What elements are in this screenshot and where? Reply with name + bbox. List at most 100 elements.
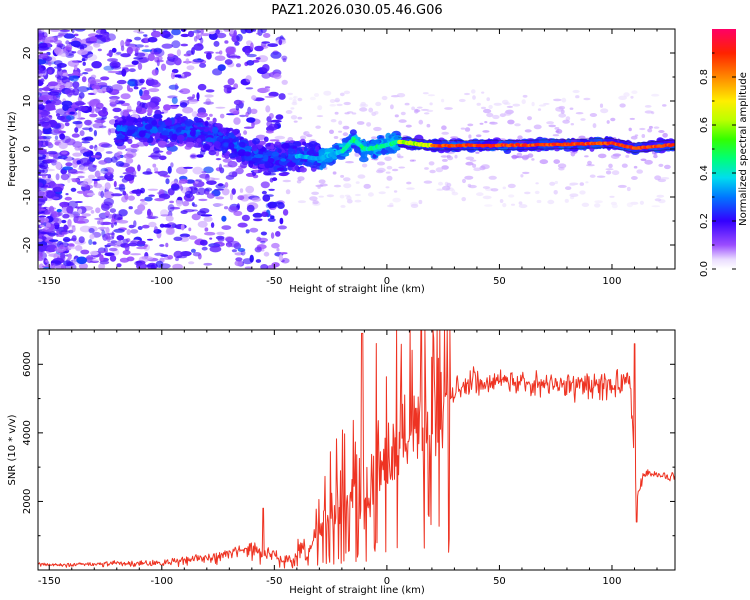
spectrogram-noise-blob bbox=[241, 214, 250, 222]
spectrogram-noise-blob bbox=[618, 95, 627, 101]
spectrogram-noise-blob bbox=[354, 193, 361, 197]
spectrogram-noise-blob bbox=[234, 41, 240, 46]
spectrogram-noise-blob bbox=[42, 265, 51, 268]
spectrogram-noise-blob bbox=[113, 180, 117, 188]
spectrogram-noise-blob bbox=[572, 89, 580, 94]
spectrogram-noise-blob bbox=[75, 245, 83, 252]
spectrogram-noise-blob bbox=[339, 194, 345, 199]
spectrogram-noise-blob bbox=[193, 187, 198, 191]
spectrogram-band-blob bbox=[177, 134, 185, 142]
spectrogram-noise-blob bbox=[555, 130, 560, 133]
spectrogram-noise-blob bbox=[246, 53, 257, 58]
spectrogram-band-blob bbox=[304, 161, 312, 167]
spectrogram-noise-blob bbox=[103, 191, 115, 199]
spectrogram-noise-blob bbox=[176, 199, 183, 207]
spectrogram-noise-blob bbox=[100, 143, 113, 148]
spectrogram-noise-blob bbox=[88, 239, 93, 245]
spectrogram-noise-blob bbox=[38, 129, 43, 137]
spectrogram-noise-blob bbox=[77, 73, 83, 76]
spectrogram-noise-blob bbox=[128, 206, 133, 210]
spectrogram-noise-blob bbox=[257, 55, 269, 63]
spectrogram-noise-blob bbox=[468, 184, 477, 189]
spectrogram-band-blob bbox=[274, 141, 282, 147]
spectrogram-noise-blob bbox=[95, 207, 101, 214]
spectrogram-noise-blob bbox=[428, 161, 435, 166]
spectrogram-noise-blob bbox=[105, 226, 110, 234]
spectrogram-noise-blob bbox=[104, 182, 111, 190]
spectrogram-noise-blob bbox=[82, 61, 86, 66]
spectrogram-noise-blob bbox=[265, 130, 274, 134]
spectrogram-noise-blob bbox=[393, 190, 398, 193]
spectrogram-noise-blob bbox=[275, 231, 281, 237]
spectrogram-noise-blob bbox=[160, 63, 167, 71]
spectrogram-noise-blob bbox=[424, 167, 429, 170]
spectrogram-noise-blob bbox=[146, 238, 154, 241]
spectrogram-noise-blob bbox=[185, 58, 190, 65]
spectrogram-noise-blob bbox=[538, 104, 547, 107]
spectrogram-noise-blob bbox=[89, 145, 94, 150]
spectrogram-noise-blob bbox=[48, 115, 53, 118]
spectrogram-band-blob bbox=[154, 132, 161, 140]
spectrogram-noise-blob bbox=[569, 107, 574, 110]
spectrogram-noise-blob bbox=[41, 149, 48, 152]
spectrogram-noise-blob bbox=[316, 115, 324, 118]
spectrogram-noise-blob bbox=[110, 156, 118, 163]
spectrogram-noise-blob bbox=[111, 47, 117, 53]
spectrogram-noise-blob bbox=[385, 186, 390, 189]
spectrogram-noise-blob bbox=[78, 262, 88, 269]
spectrogram-noise-blob bbox=[66, 115, 75, 121]
spectrogram-noise-blob bbox=[237, 195, 245, 201]
spectrogram-noise-blob bbox=[426, 109, 434, 113]
spectrogram-noise-blob bbox=[276, 247, 280, 252]
spectrogram-noise-blob bbox=[429, 169, 436, 174]
spectrogram-noise-blob bbox=[177, 196, 183, 202]
spectrogram-noise-blob bbox=[59, 244, 64, 250]
spectrogram-noise-blob bbox=[475, 134, 482, 138]
spectrogram-noise-blob bbox=[58, 130, 66, 134]
spectrogram-noise-blob bbox=[122, 190, 127, 196]
spectrogram-band-blob bbox=[196, 126, 206, 130]
spectrogram-noise-blob bbox=[82, 151, 92, 157]
spectrogram-noise-blob bbox=[171, 96, 178, 104]
spectrogram-noise-blob bbox=[636, 169, 643, 174]
spectrogram-noise-blob bbox=[48, 205, 55, 213]
spectrogram-band-blob bbox=[122, 110, 130, 117]
spectrogram-noise-blob bbox=[141, 87, 147, 90]
spectrogram-noise-blob bbox=[188, 235, 198, 240]
spectrogram-band-blob bbox=[308, 141, 318, 148]
spectrogram-noise-blob bbox=[206, 180, 217, 186]
spectrogram-noise-blob bbox=[621, 163, 628, 168]
spectrogram-noise-blob bbox=[136, 246, 148, 250]
snr-series-line bbox=[38, 330, 675, 569]
spectrogram-noise-blob bbox=[392, 197, 401, 203]
spectrogram-noise-blob bbox=[315, 125, 321, 129]
spectrogram-noise-blob bbox=[555, 106, 564, 112]
spectrogram-noise-blob bbox=[65, 162, 73, 167]
spectrogram-band-blob bbox=[251, 157, 261, 163]
spectrogram-noise-blob bbox=[342, 125, 350, 130]
spectrogram-noise-blob bbox=[297, 200, 307, 204]
spectrogram-noise-blob bbox=[41, 87, 51, 91]
spectrogram-noise-blob bbox=[80, 249, 90, 255]
spectrogram-noise-blob bbox=[192, 94, 196, 99]
spectrogram-noise-blob bbox=[285, 189, 291, 195]
spectrogram-noise-blob bbox=[90, 74, 97, 79]
spectrogram-noise-blob bbox=[267, 217, 276, 222]
spectrogram-noise-blob bbox=[161, 43, 173, 49]
spectrogram-noise-blob bbox=[38, 113, 42, 119]
spectrogram-noise-blob bbox=[405, 124, 412, 128]
spectrogram-noise-blob bbox=[245, 229, 250, 234]
spectrogram-noise-blob bbox=[93, 183, 103, 189]
x-tick-label: -50 bbox=[266, 576, 282, 587]
spectrogram-noise-blob bbox=[165, 215, 174, 222]
snr-xlabel: Height of straight line (km) bbox=[289, 585, 425, 596]
y-tick-label: -20 bbox=[22, 237, 33, 253]
spectrogram-noise-blob bbox=[106, 85, 114, 94]
spectrogram-noise-blob bbox=[502, 99, 509, 105]
spectrogram-noise-blob bbox=[481, 91, 485, 94]
spectrogram-noise-blob bbox=[65, 193, 69, 196]
spectrogram-noise-blob bbox=[225, 47, 235, 55]
spectrogram-noise-blob bbox=[136, 240, 146, 245]
spectrogram-noise-blob bbox=[215, 196, 225, 200]
spectrogram-noise-blob bbox=[154, 252, 165, 256]
